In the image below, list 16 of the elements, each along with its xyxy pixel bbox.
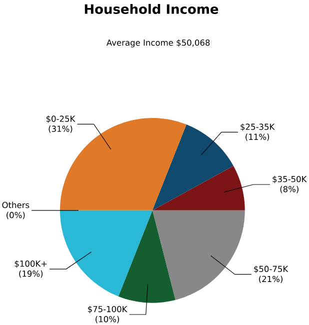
slice-label: $50-75K xyxy=(254,266,289,274)
data-label: (21%) xyxy=(259,276,283,284)
slice-label: $75-100K xyxy=(88,306,128,314)
category-label: Others xyxy=(2,202,30,208)
data-label: (31%) xyxy=(49,126,72,133)
data-label: (11%) xyxy=(246,134,270,141)
slice-label: $0-25K xyxy=(46,115,76,123)
chart-title: Household Income xyxy=(85,4,218,14)
slice-label: $35-50K xyxy=(272,176,308,184)
slice-label: $25-35K xyxy=(240,124,276,132)
text: (0%) xyxy=(6,212,25,220)
chart-subtitle: Average Income $50,068 xyxy=(106,39,210,48)
slice-label: $100K+ xyxy=(15,260,47,268)
data-label: (19%) xyxy=(19,270,43,278)
data-label: (10%) xyxy=(96,316,120,324)
data-label: (8%) xyxy=(280,186,299,194)
